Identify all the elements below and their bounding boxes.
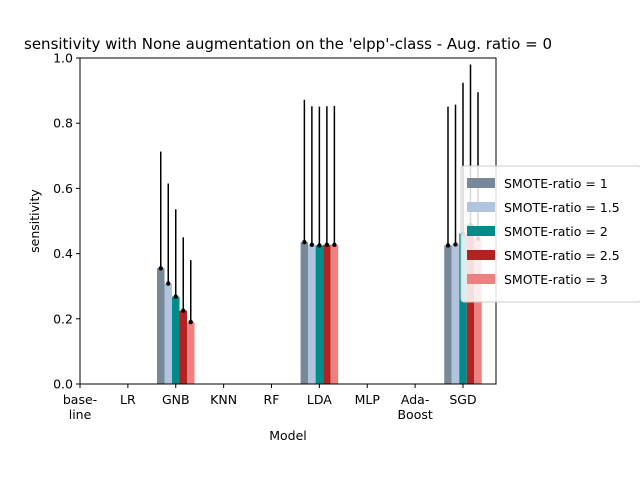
bar xyxy=(474,238,482,384)
bar xyxy=(179,310,187,384)
error-bar-marker xyxy=(302,239,307,245)
error-bar-marker xyxy=(181,308,186,313)
bar xyxy=(451,244,460,384)
legend-entry: SMOTE-ratio = 1.5 xyxy=(504,200,620,215)
legend-entry: SMOTE-ratio = 2.5 xyxy=(504,248,620,263)
legend-swatch xyxy=(467,274,495,284)
x-tick-label: GNB xyxy=(162,392,190,407)
y-tick-label: 0.4 xyxy=(53,246,73,261)
error-bar-marker xyxy=(188,319,193,325)
x-tick-label: KNN xyxy=(210,392,237,407)
legend-box xyxy=(460,165,640,303)
chart-title: sensitivity with None augmentation on th… xyxy=(24,35,552,53)
error-bar-marker xyxy=(332,242,337,247)
bar xyxy=(172,296,180,384)
legend-entry: SMOTE-ratio = 2 xyxy=(504,224,608,239)
y-tick-label: 0.8 xyxy=(53,116,73,131)
bar xyxy=(323,244,331,384)
x-tick-label: base-line xyxy=(63,392,97,422)
bar xyxy=(157,268,165,384)
x-tick-label: MLP xyxy=(355,392,381,407)
error-bar-marker xyxy=(173,294,178,299)
y-tick-label: 0.6 xyxy=(53,181,73,196)
error-bar-marker xyxy=(166,281,171,286)
bar xyxy=(315,245,324,384)
y-axis-label: sensitivity xyxy=(27,189,42,253)
bar xyxy=(444,245,452,384)
y-tick-label: 0.2 xyxy=(53,311,73,326)
legend-entry: SMOTE-ratio = 1 xyxy=(504,176,608,191)
bar xyxy=(164,283,172,384)
error-bar-marker xyxy=(158,266,163,271)
legend-swatch xyxy=(467,178,495,188)
x-axis-label: Model xyxy=(269,428,307,443)
legend-swatch xyxy=(467,202,495,212)
x-tick-label: Ada-Boost xyxy=(397,392,432,422)
legend-swatch xyxy=(467,250,495,260)
x-tick-label: LR xyxy=(120,392,136,407)
legend-entry: SMOTE-ratio = 3 xyxy=(504,272,608,287)
bar xyxy=(466,224,475,384)
legend: SMOTE-ratio = 1 SMOTE-ratio = 1.5 SMOTE-ra… xyxy=(460,165,640,303)
x-tick-label: SGD xyxy=(449,392,476,407)
error-bar-marker xyxy=(445,243,451,248)
error-bar-marker xyxy=(317,243,322,248)
axes: 0.0 0.2 0.4 0.6 0.8 1.0 base-line LR GNB KNN RF LDA… xyxy=(53,51,497,422)
error-bar-marker xyxy=(324,242,330,247)
bar xyxy=(459,233,467,384)
error-bar-marker xyxy=(309,242,315,247)
x-tick-label: RF xyxy=(264,392,280,407)
bar xyxy=(330,244,339,384)
x-tick-label: LDA xyxy=(307,392,332,407)
bars xyxy=(157,64,482,384)
axes-frame xyxy=(79,57,497,385)
bar xyxy=(187,322,195,384)
y-tick-label: 1.0 xyxy=(53,51,73,66)
bar xyxy=(300,242,309,384)
y-tick-label: 0.0 xyxy=(53,377,73,392)
legend-swatch xyxy=(467,226,495,236)
error-bar-marker xyxy=(453,242,458,247)
bar xyxy=(308,244,316,384)
